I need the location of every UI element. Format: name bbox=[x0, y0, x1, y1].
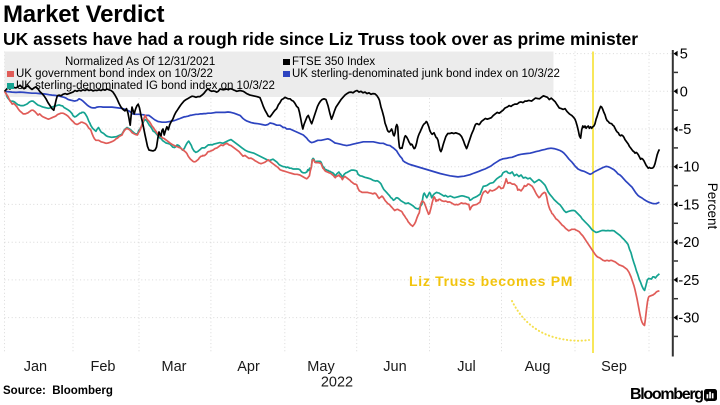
svg-text:-30: -30 bbox=[678, 311, 699, 327]
svg-text:Sep: Sep bbox=[601, 359, 627, 375]
svg-text:Jun: Jun bbox=[383, 359, 406, 375]
svg-text:Liz Truss becomes PM: Liz Truss becomes PM bbox=[409, 273, 573, 289]
svg-text:Feb: Feb bbox=[91, 359, 116, 375]
svg-text:Percent: Percent bbox=[705, 183, 720, 230]
svg-text:-5: -5 bbox=[678, 122, 691, 138]
svg-text:-25: -25 bbox=[678, 273, 699, 289]
svg-text:2022: 2022 bbox=[321, 375, 353, 391]
svg-text:5: 5 bbox=[680, 47, 688, 63]
svg-text:0: 0 bbox=[680, 84, 688, 100]
svg-text:Jul: Jul bbox=[457, 359, 476, 375]
svg-text:-20: -20 bbox=[678, 235, 699, 251]
svg-text:Aug: Aug bbox=[525, 359, 551, 375]
svg-text:-15: -15 bbox=[678, 197, 699, 213]
svg-text:Jan: Jan bbox=[24, 359, 47, 375]
svg-text:May: May bbox=[307, 359, 335, 375]
svg-text:Mar: Mar bbox=[162, 359, 187, 375]
svg-text:Apr: Apr bbox=[237, 359, 260, 375]
svg-text:-10: -10 bbox=[678, 160, 699, 176]
